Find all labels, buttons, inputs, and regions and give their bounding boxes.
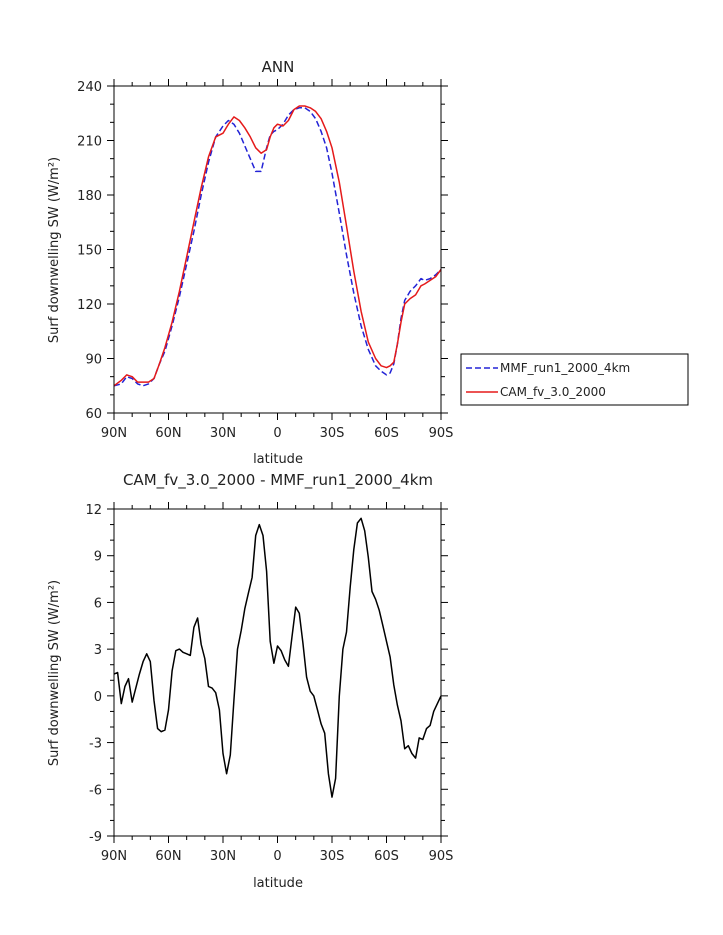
bottom-x-tick-label: 60S: [374, 849, 399, 864]
top-y-tick-label: 180: [77, 189, 102, 204]
top-chart-series: [113, 105, 442, 387]
bottom-x-tick-label: 60N: [155, 849, 181, 864]
top-y-tick-label: 240: [77, 80, 102, 95]
top-x-tick-label: 0: [273, 426, 281, 441]
bottom-y-tick-label: -6: [89, 783, 102, 798]
bottom-y-tick-label: 9: [94, 550, 102, 565]
bottom-series-line-0: [113, 517, 442, 798]
legend-box: [460, 353, 689, 406]
top-chart-xlabel: latitude: [253, 452, 303, 467]
legend: MMF_run1_2000_4km CAM_fv_3.0_2000: [460, 353, 689, 406]
bottom-chart-title: CAM_fv_3.0_2000 - MMF_run1_2000_4km: [123, 471, 433, 490]
top-x-tick-label: 90N: [101, 426, 127, 441]
bottom-y-tick-label: 3: [94, 643, 102, 658]
bottom-x-tick-label: 30S: [320, 849, 345, 864]
top-x-tick-label: 90S: [429, 426, 454, 441]
bottom-chart-series: [113, 517, 442, 798]
top-y-tick-label: 150: [77, 244, 102, 259]
legend-label-mmf: MMF_run1_2000_4km: [500, 361, 630, 375]
top-chart-ticks: 90N 60N 30N 0 30S 60S 90S 60 90 120 150 180 210 240: [77, 79, 453, 441]
top-x-tick-label: 60S: [374, 426, 399, 441]
bottom-chart-frame: [113, 508, 442, 837]
bottom-chart-ticks: 90N 60N 30N 0 30S 60S 90S -9 -6 -3 0 3 6 9 12: [85, 502, 453, 864]
top-x-tick-label: 60N: [155, 426, 181, 441]
bottom-x-tick-label: 90S: [429, 849, 454, 864]
bottom-y-tick-label: 0: [94, 690, 102, 705]
top-x-tick-label: 30N: [210, 426, 236, 441]
legend-label-cam: CAM_fv_3.0_2000: [500, 385, 606, 399]
top-chart-ylabel: Surf downwelling SW (W/m²): [47, 157, 62, 343]
top-x-tick-label: 30S: [320, 426, 345, 441]
top-y-tick-label: 210: [77, 135, 102, 150]
bottom-y-tick-label: -9: [89, 830, 102, 845]
top-series-line-1: [113, 105, 442, 387]
bottom-x-tick-label: 90N: [101, 849, 127, 864]
top-chart-title: ANN: [262, 58, 295, 76]
bottom-x-tick-label: 0: [273, 849, 281, 864]
bottom-y-tick-label: 12: [85, 503, 102, 518]
top-y-tick-label: 90: [85, 353, 102, 368]
top-chart: ANN 90N 60N 30N 0 30S 60S 90S 60 90 120 150 180 210 2…: [47, 58, 453, 467]
bottom-chart-xlabel: latitude: [253, 876, 303, 891]
bottom-chart: CAM_fv_3.0_2000 - MMF_run1_2000_4km 90N 6…: [47, 471, 453, 891]
bottom-y-tick-label: 6: [94, 596, 102, 611]
top-y-tick-label: 120: [77, 298, 102, 313]
top-y-tick-label: 60: [85, 407, 102, 422]
top-chart-frame: [113, 85, 442, 414]
bottom-y-tick-label: -3: [89, 737, 102, 752]
bottom-x-tick-label: 30N: [210, 849, 236, 864]
top-series-line-0: [113, 107, 442, 387]
bottom-chart-ylabel: Surf downwelling SW (W/m²): [47, 580, 62, 766]
